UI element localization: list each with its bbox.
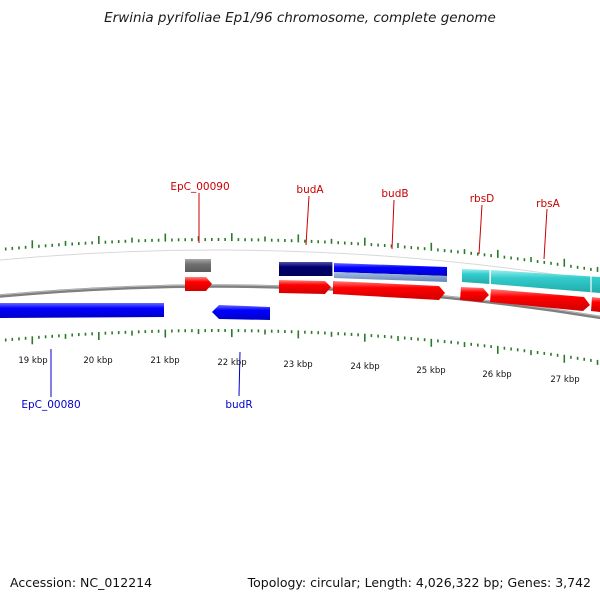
- gene-label-rbsD: rbsD: [470, 193, 495, 205]
- cds-forward-rbsD: [460, 287, 489, 302]
- gene-label-epc90: EpC_00090: [170, 181, 229, 193]
- leader-line-rbsD: [478, 204, 483, 255]
- scale-label-26kbp: 26 kbp: [482, 370, 511, 380]
- scale-label-23kbp: 23 kbp: [283, 360, 312, 370]
- scale-label-20kbp: 20 kbp: [83, 356, 112, 366]
- gene-label-budA: budA: [296, 184, 324, 196]
- leader-line-budR: [238, 351, 241, 397]
- leader-line-budB: [391, 199, 395, 250]
- scale-label-22kbp: 22 kbp: [217, 358, 246, 368]
- cds-reverse-epc80: [0, 303, 164, 318]
- scale-label-21kbp: 21 kbp: [150, 356, 179, 366]
- accession-text: Accession: NC_012214: [10, 575, 153, 590]
- feature-rbsA-upper: [491, 270, 600, 293]
- cds-forward-epc90: [185, 277, 212, 291]
- feature-budB-upper-lower-band: [334, 272, 447, 282]
- gene-label-rbsA: rbsA: [536, 198, 560, 210]
- gene-label-epc80: EpC_00080: [21, 399, 80, 411]
- leader-line-rbsA: [543, 208, 548, 260]
- tick-row-top: [4, 233, 599, 272]
- genome-summary-text: Topology: circular; Length: 4,026,322 bp…: [247, 575, 591, 590]
- feature-budA-upper: [279, 262, 333, 276]
- cds-forward-rbsA: [490, 289, 590, 311]
- cds-reverse-budR: [212, 305, 270, 320]
- scale-label-27kbp: 27 kbp: [550, 375, 579, 385]
- cds-forward-next: [591, 297, 600, 312]
- map-title: Erwinia pyrifoliae Ep1/96 chromosome, co…: [104, 10, 496, 26]
- gene-label-budR: budR: [225, 399, 252, 411]
- tick-row-bottom: [4, 329, 599, 365]
- feature-rbsD-upper: [462, 269, 490, 284]
- leader-line-budA: [305, 195, 310, 246]
- gray-feature: [185, 259, 211, 272]
- scale-label-19kbp: 19 kbp: [18, 356, 47, 366]
- cds-forward-budB: [333, 281, 445, 300]
- cds-forward-budA: [279, 280, 331, 294]
- scale-label-24kbp: 24 kbp: [350, 362, 379, 372]
- gene-label-budB: budB: [381, 188, 408, 200]
- scale-label-25kbp: 25 kbp: [416, 366, 445, 376]
- feature-budB-upper: [334, 263, 447, 276]
